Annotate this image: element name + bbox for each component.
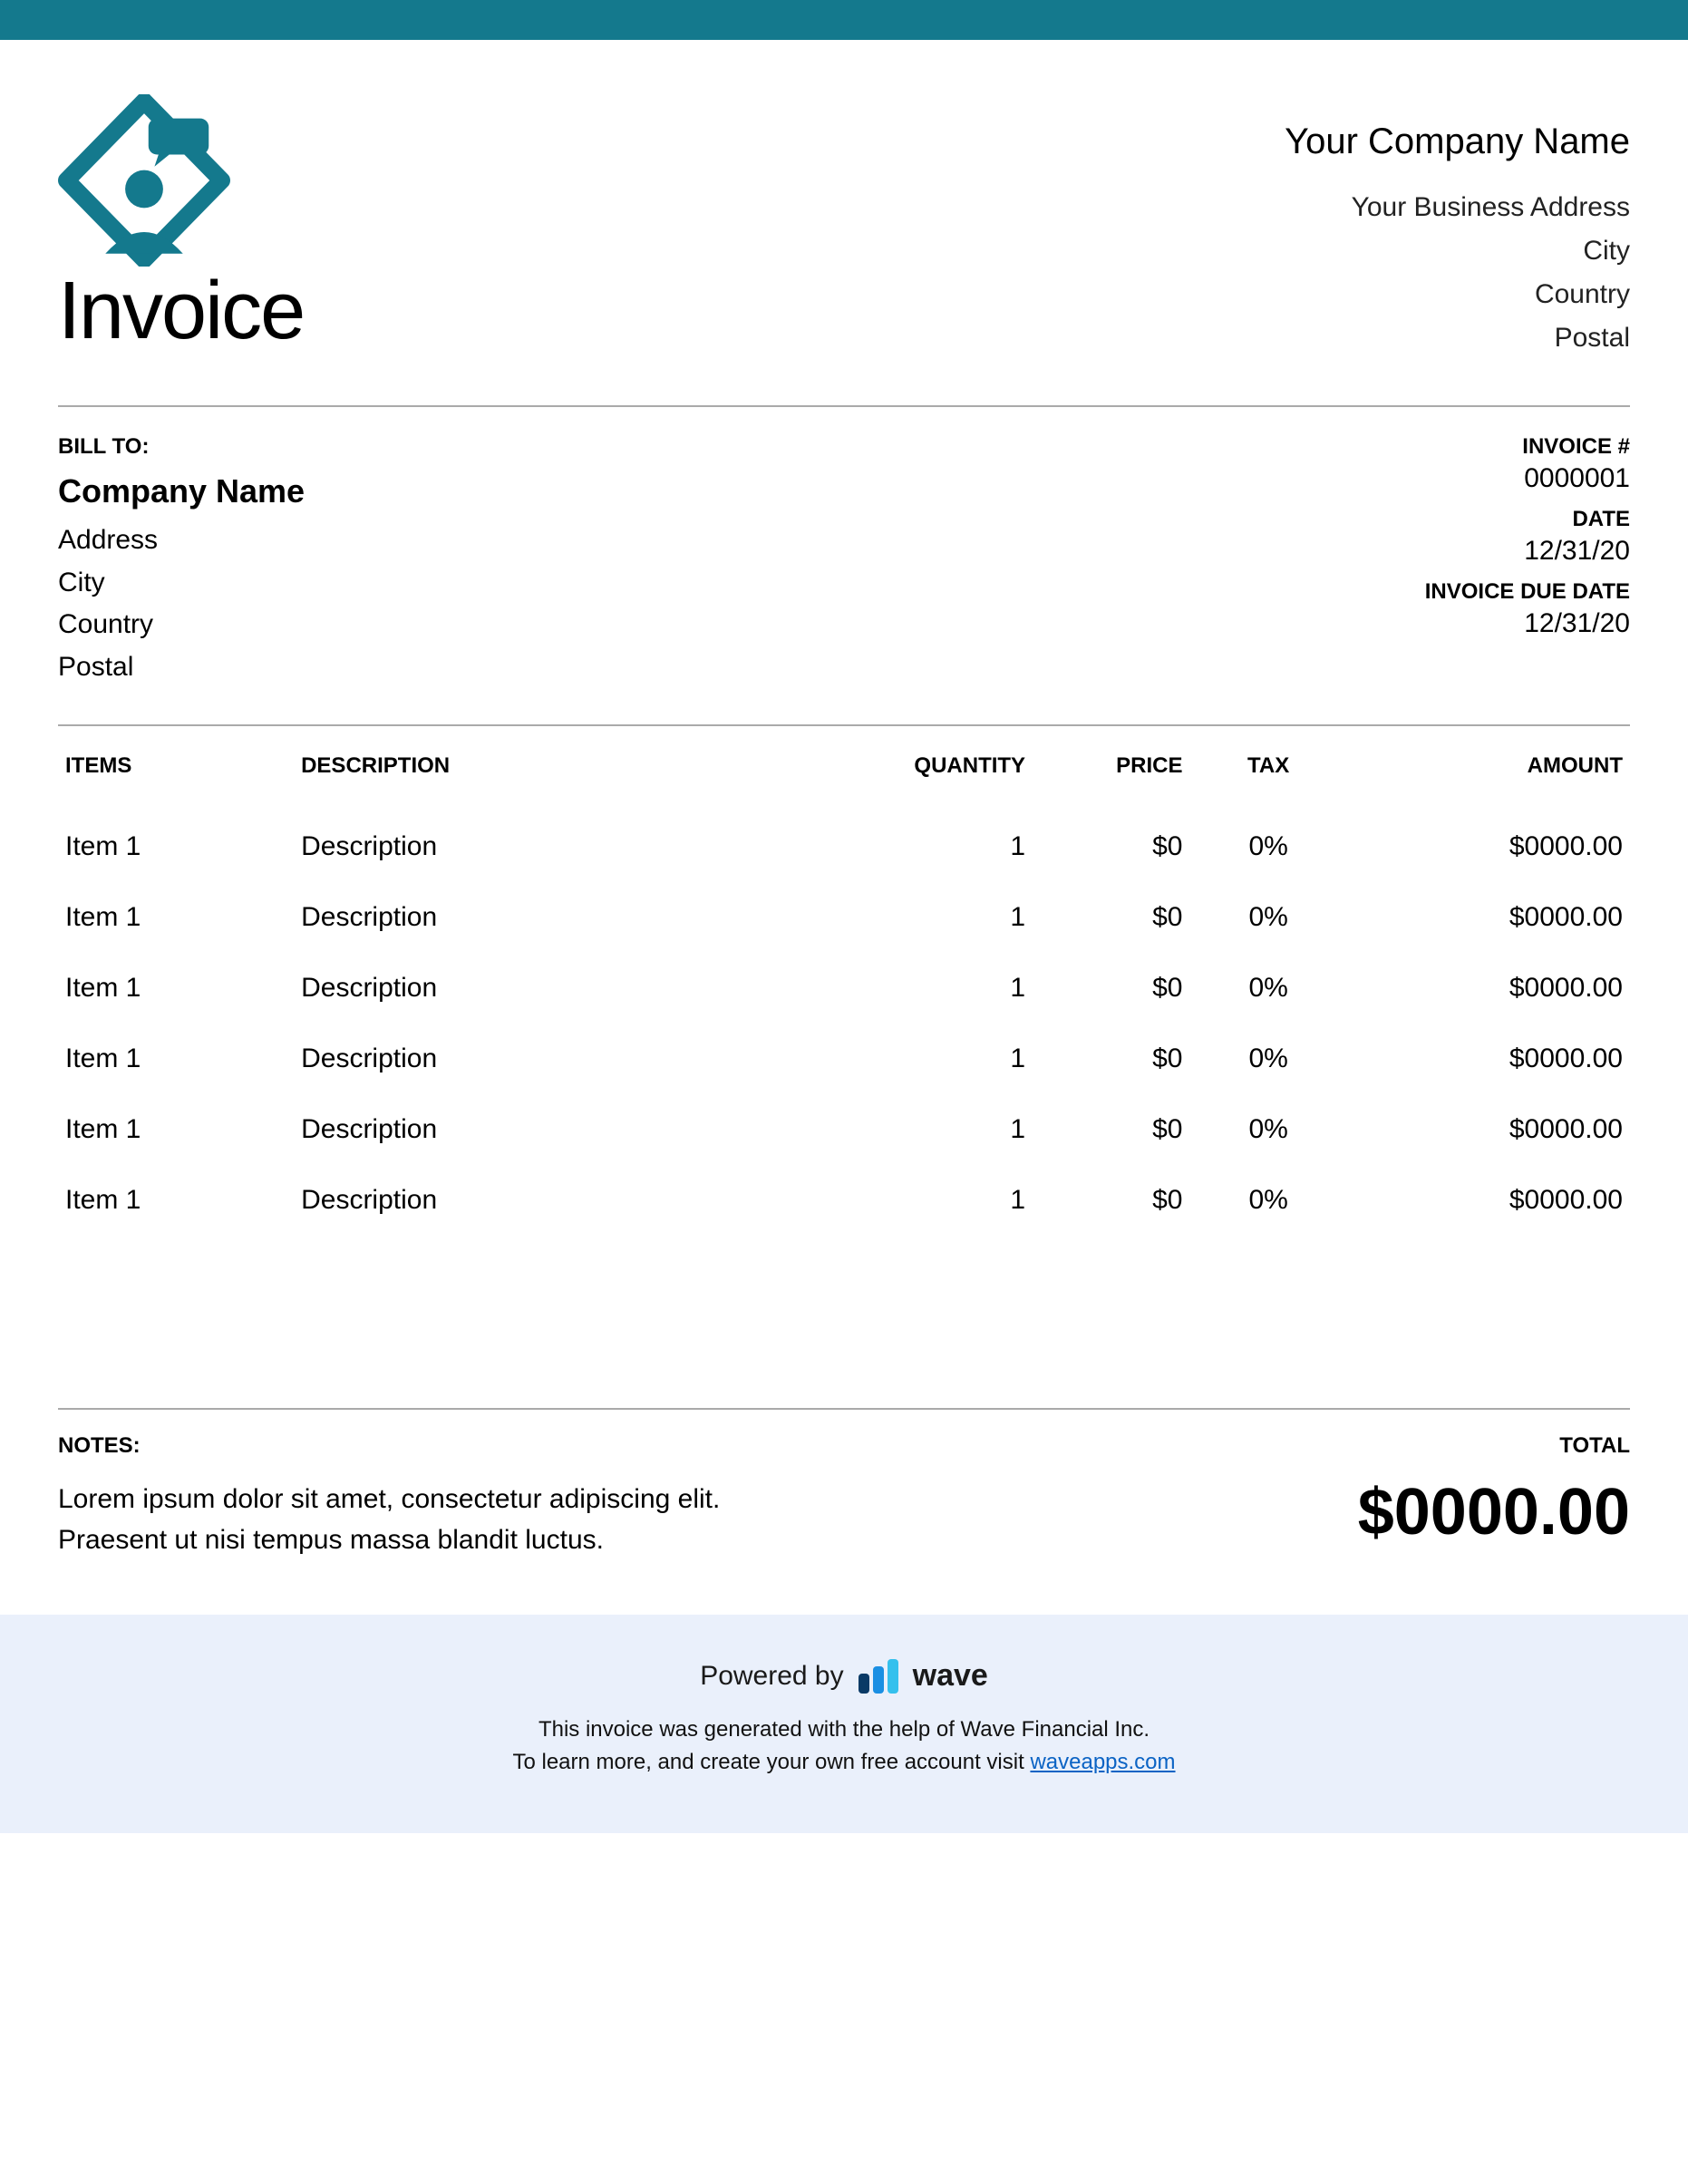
cell-amount: $0000.00 [1347,1024,1630,1094]
notes-label: NOTES: [58,1433,720,1459]
notes-line-1: Lorem ipsum dolor sit amet, consectetur … [58,1484,720,1514]
bill-to-address: Address [58,519,305,562]
bill-to-block: BILL TO: Company Name Address City Count… [58,434,305,688]
footer-line-1: This invoice was generated with the help… [538,1717,1150,1742]
invoice-number-block: INVOICE # 0000001 DATE 12/31/20 INVOICE … [1425,434,1630,688]
cell-tax: 0% [1189,811,1346,882]
table-row: Item 1Description1$00%$0000.00 [58,953,1630,1024]
total-value: $0000.00 [1358,1475,1630,1549]
cell-amount: $0000.00 [1347,953,1630,1024]
company-postal: Postal [1285,316,1630,360]
notes-block: NOTES: Lorem ipsum dolor sit amet, conse… [58,1433,720,1560]
col-quantity: QUANTITY [859,753,1033,811]
cell-item: Item 1 [58,1165,294,1236]
invoice-due-label: INVOICE DUE DATE [1425,579,1630,605]
cell-item: Item 1 [58,882,294,953]
cell-price: $0 [1033,1094,1189,1165]
wave-logo-icon [859,1659,898,1694]
bill-to-postal: Postal [58,646,305,689]
invoice-date-label: DATE [1425,507,1630,532]
company-address: Your Business Address [1285,186,1630,229]
col-amount: AMOUNT [1347,753,1630,811]
table-row: Item 1Description1$00%$0000.00 [58,811,1630,882]
cell-quantity: 1 [859,953,1033,1024]
company-country: Country [1285,273,1630,316]
cell-amount: $0000.00 [1347,1165,1630,1236]
invoice-due-date: 12/31/20 [1425,608,1630,639]
cell-price: $0 [1033,882,1189,953]
notes-text: Lorem ipsum dolor sit amet, consectetur … [58,1479,720,1560]
col-tax: TAX [1189,753,1346,811]
total-label: TOTAL [1358,1433,1630,1459]
cell-quantity: 1 [859,1165,1033,1236]
total-block: TOTAL $0000.00 [1358,1433,1630,1560]
notes-total-section: NOTES: Lorem ipsum dolor sit amet, conse… [58,1410,1630,1615]
bill-to-country: Country [58,604,305,646]
cell-description: Description [294,882,859,953]
divider [58,724,1630,726]
cell-item: Item 1 [58,953,294,1024]
invoice-number: 0000001 [1425,463,1630,494]
cell-description: Description [294,811,859,882]
table-row: Item 1Description1$00%$0000.00 [58,1094,1630,1165]
company-city: City [1285,229,1630,273]
cell-quantity: 1 [859,811,1033,882]
cell-description: Description [294,953,859,1024]
cell-quantity: 1 [859,882,1033,953]
document-title: Invoice [58,270,304,352]
invoice-meta-section: BILL TO: Company Name Address City Count… [58,407,1630,724]
cell-tax: 0% [1189,953,1346,1024]
powered-by: Powered by wave [700,1658,988,1694]
cell-description: Description [294,1094,859,1165]
cell-amount: $0000.00 [1347,811,1630,882]
footer-line-2-prefix: To learn more, and create your own free … [512,1750,1030,1774]
table-row: Item 1Description1$00%$0000.00 [58,1024,1630,1094]
header: Invoice Your Company Name Your Business … [58,94,1630,360]
cell-price: $0 [1033,811,1189,882]
invoice-page: Invoice Your Company Name Your Business … [0,40,1688,1615]
company-name: Your Company Name [1285,121,1630,162]
bill-to-label: BILL TO: [58,434,305,460]
bill-to-city: City [58,562,305,605]
cell-tax: 0% [1189,1024,1346,1094]
logo-block: Invoice [58,94,304,352]
footer: Powered by wave This invoice was generat… [0,1615,1688,1833]
invoice-number-label: INVOICE # [1425,434,1630,460]
col-price: PRICE [1033,753,1189,811]
notes-line-2: Praesent ut nisi tempus massa blandit lu… [58,1525,604,1555]
invoice-date: 12/31/20 [1425,536,1630,567]
powered-by-text: Powered by [700,1661,843,1692]
table-header-row: ITEMS DESCRIPTION QUANTITY PRICE TAX AMO… [58,753,1630,811]
footer-text: This invoice was generated with the help… [0,1713,1688,1779]
cell-amount: $0000.00 [1347,882,1630,953]
cell-quantity: 1 [859,1024,1033,1094]
items-section: ITEMS DESCRIPTION QUANTITY PRICE TAX AMO… [58,753,1630,1236]
company-info: Your Company Name Your Business Address … [1285,121,1630,360]
cell-amount: $0000.00 [1347,1094,1630,1165]
cell-item: Item 1 [58,1024,294,1094]
spacer [58,1236,1630,1408]
cell-description: Description [294,1165,859,1236]
wave-brand-text: wave [913,1658,988,1694]
cell-description: Description [294,1024,859,1094]
cell-price: $0 [1033,1165,1189,1236]
cell-quantity: 1 [859,1094,1033,1165]
table-row: Item 1Description1$00%$0000.00 [58,882,1630,953]
col-description: DESCRIPTION [294,753,859,811]
bill-to-company: Company Name [58,472,305,510]
cell-tax: 0% [1189,1094,1346,1165]
table-row: Item 1Description1$00%$0000.00 [58,1165,1630,1236]
cell-item: Item 1 [58,1094,294,1165]
cell-price: $0 [1033,1024,1189,1094]
cell-price: $0 [1033,953,1189,1024]
items-table: ITEMS DESCRIPTION QUANTITY PRICE TAX AMO… [58,753,1630,1236]
company-logo-icon [58,94,230,267]
top-accent-bar [0,0,1688,40]
cell-item: Item 1 [58,811,294,882]
cell-tax: 0% [1189,1165,1346,1236]
cell-tax: 0% [1189,882,1346,953]
footer-link[interactable]: waveapps.com [1030,1750,1175,1774]
col-items: ITEMS [58,753,294,811]
